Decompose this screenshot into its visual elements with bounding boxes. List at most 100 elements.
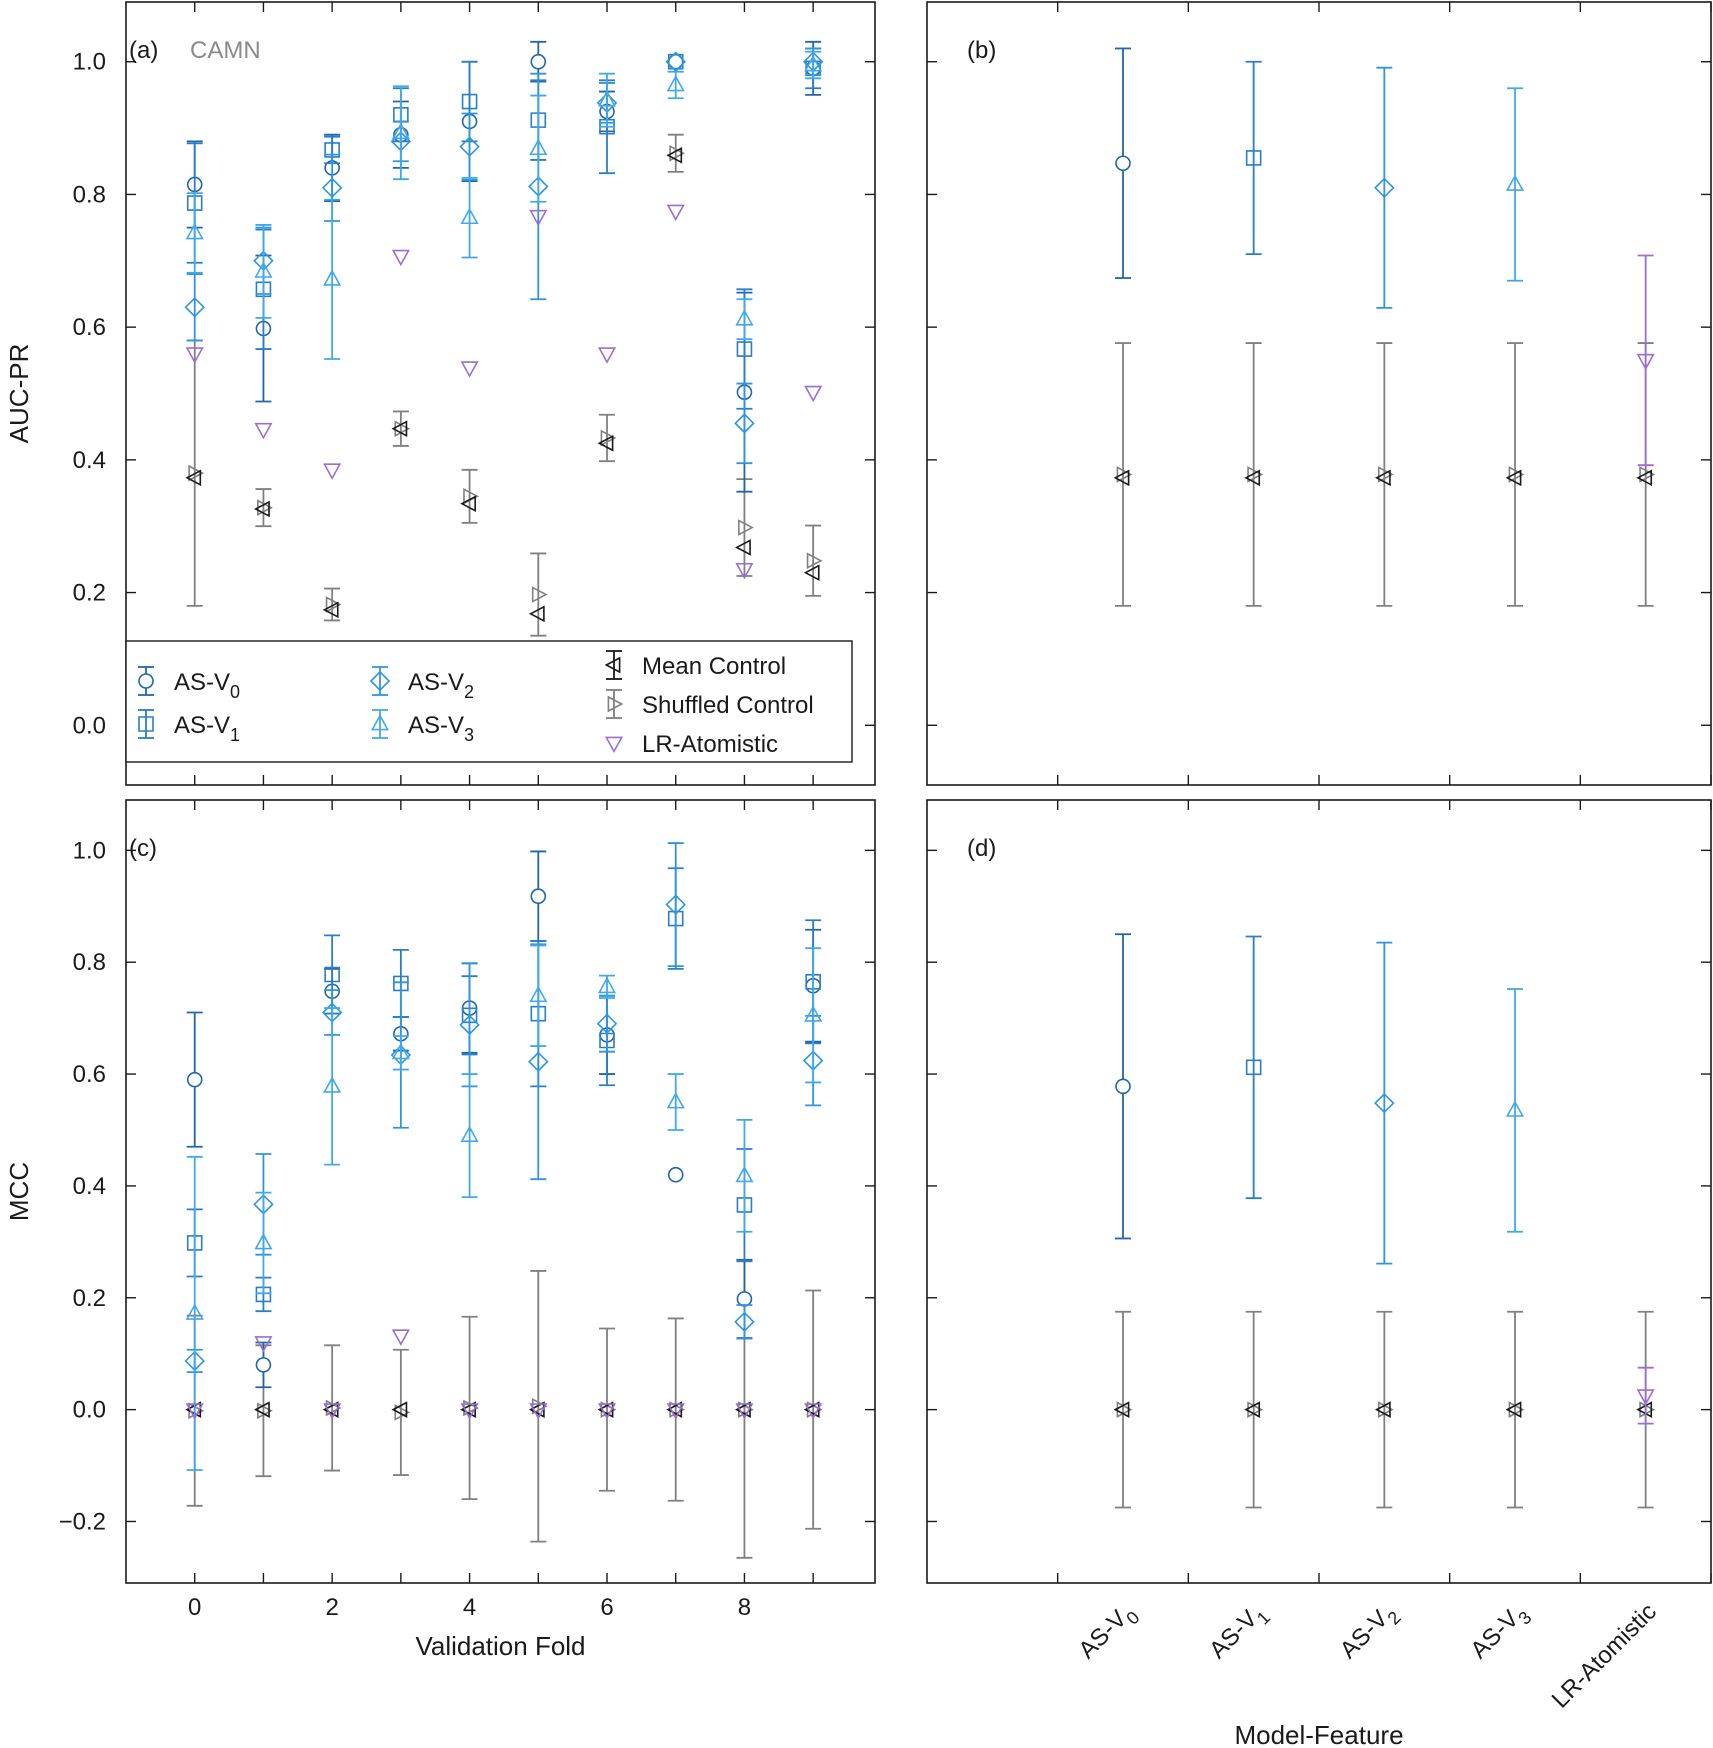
y-tick-label: 0.2 — [73, 580, 106, 607]
legend-item-v3: AS-V3 — [370, 709, 474, 745]
point-shuf-cat-0 — [1116, 1401, 1133, 1418]
legend-item-v1: AS-V1 — [138, 709, 240, 745]
point-v3-fold-2 — [323, 269, 342, 286]
point-lr-fold-4 — [460, 361, 479, 378]
point-v1-fold-6 — [599, 118, 615, 135]
point-lr-fold-6 — [597, 347, 617, 364]
point-v2-fold-6 — [596, 1013, 618, 1034]
y-tick-label: 0.0 — [73, 712, 106, 739]
y-tick-label: 0.8 — [73, 949, 106, 976]
point-shuf-cat-1 — [1247, 1401, 1264, 1418]
point-mean-fold-2 — [322, 601, 339, 619]
y-tick-label: 0.6 — [73, 1061, 106, 1088]
legend-marker-mean — [604, 656, 621, 674]
x-category-label: AS-V2 — [1335, 1598, 1405, 1668]
point-shuf-cat-3 — [1508, 466, 1525, 483]
point-v1-fold-3 — [393, 975, 409, 992]
point-shuf-cat-1 — [1247, 466, 1264, 483]
legend-item-shuf: Shuffled Control — [606, 689, 814, 719]
panel-a: 0.0 0.2 0.4 0.6 0.8 1.0 AUC-PR (a) — [4, 1, 876, 786]
point-mean-fold-3 — [391, 1401, 408, 1418]
point-v0-fold-7 — [667, 1166, 684, 1183]
y-tick-label: 1.0 — [73, 49, 106, 76]
dataset-annotation: CAMN — [190, 37, 261, 64]
point-v3-fold-7 — [666, 1091, 685, 1109]
point-v3-fold-0 — [185, 1303, 204, 1320]
point-v2-fold-4 — [459, 136, 480, 157]
point-lr-fold-7 — [666, 204, 685, 222]
point-v2-fold-4 — [459, 1014, 480, 1036]
point-mean-cat-1 — [1244, 469, 1261, 487]
legend-label-v2: AS-V2 — [408, 669, 474, 702]
point-v3-fold-0 — [185, 222, 204, 240]
legend-item-v0: AS-V0 — [138, 666, 240, 702]
point-shuf-cat-2 — [1377, 1401, 1394, 1418]
point-shuf-fold-6 — [600, 1401, 617, 1418]
point-shuf-fold-7 — [669, 1401, 686, 1418]
y-axis-label: AUC-PR — [4, 344, 34, 444]
legend-marker-v0 — [138, 673, 154, 689]
point-mean-fold-8 — [735, 1401, 751, 1418]
point-v0-fold-0 — [186, 1071, 203, 1088]
point-lr-fold-5 — [529, 209, 548, 227]
point-shuf-fold-9 — [806, 552, 823, 570]
x-tick-label: 0 — [188, 1594, 201, 1621]
point-mean-cat-3 — [1505, 469, 1522, 487]
legend-label-shuf: Shuffled Control — [642, 692, 814, 719]
point-shuf-fold-8 — [738, 1401, 754, 1418]
point-v3-fold-4 — [460, 207, 479, 225]
point-v3-fold-3 — [391, 1042, 410, 1060]
point-mean-fold-0 — [185, 1401, 202, 1418]
panel-d: (d) AS-V0 AS-V1 AS-V2 AS-V3 LR-Atomistic Model… — [926, 799, 1712, 1748]
y-tick-label: 0.6 — [73, 314, 106, 341]
point-lr-fold-2 — [323, 1403, 342, 1420]
point-shuf-cat-2 — [1377, 466, 1394, 483]
point-v2 — [1374, 177, 1395, 199]
point-v3-fold-9 — [804, 54, 823, 72]
panel-c: −0.2 0.0 0.2 0.4 0.6 0.8 1.0 0 2 4 6 8 Validation Fo… — [4, 799, 876, 1661]
point-v1-fold-9 — [805, 973, 821, 990]
legend-marker-shuf — [607, 695, 624, 713]
point-lr — [1636, 353, 1655, 371]
legend-item-mean: Mean Control — [604, 650, 786, 680]
point-mean-cat-4 — [1636, 1401, 1653, 1418]
point-mean-fold-5 — [528, 605, 545, 623]
point-v3-fold-5 — [529, 138, 548, 156]
panel-frame — [926, 1, 1712, 786]
point-lr — [1636, 1389, 1655, 1406]
panel-frame — [926, 799, 1712, 1584]
point-v0-fold-8 — [736, 1291, 753, 1307]
point-v3-fold-2 — [323, 1076, 342, 1093]
point-shuf-cat-4 — [1639, 466, 1656, 483]
panel-frame — [125, 1, 876, 786]
point-mean-fold-0 — [185, 469, 202, 487]
point-lr-fold-8 — [735, 562, 754, 580]
legend-marker-v1 — [138, 716, 154, 732]
point-lr-fold-9 — [804, 385, 823, 403]
point-mean-fold-1 — [254, 500, 270, 518]
point-v1-fold-5 — [530, 112, 547, 128]
point-v3-fold-8 — [735, 1165, 754, 1183]
point-v1 — [1245, 150, 1262, 166]
point-v3-fold-8 — [735, 309, 754, 326]
point-lr-fold-3 — [391, 1329, 410, 1346]
point-mean-cat-0 — [1113, 1401, 1130, 1418]
point-mean-fold-2 — [322, 1401, 339, 1418]
y-tick-label: 0.4 — [73, 1173, 106, 1200]
point-v1-fold-8 — [736, 341, 753, 357]
point-v1-fold-4 — [461, 93, 478, 110]
legend-item-v2: AS-V2 — [369, 666, 474, 702]
point-lr-fold-6 — [597, 1403, 617, 1420]
point-v1-fold-2 — [324, 966, 340, 983]
legend: AS-V0 AS-V1 AS-V2 AS-V3 Mean Control Shuffled… — [125, 640, 853, 763]
x-tick-label: 8 — [738, 1594, 751, 1621]
point-shuf-fold-3 — [394, 420, 411, 437]
point-v3-fold-3 — [391, 122, 410, 140]
point-v1-fold-0 — [186, 195, 203, 211]
point-mean-fold-4 — [460, 495, 476, 512]
point-lr-fold-1 — [254, 1336, 273, 1353]
panel-frame — [125, 799, 876, 1584]
point-mean-cat-2 — [1374, 1401, 1391, 1418]
x-tick-label: 6 — [600, 1594, 613, 1621]
y-tick-label: 0.8 — [73, 181, 106, 208]
